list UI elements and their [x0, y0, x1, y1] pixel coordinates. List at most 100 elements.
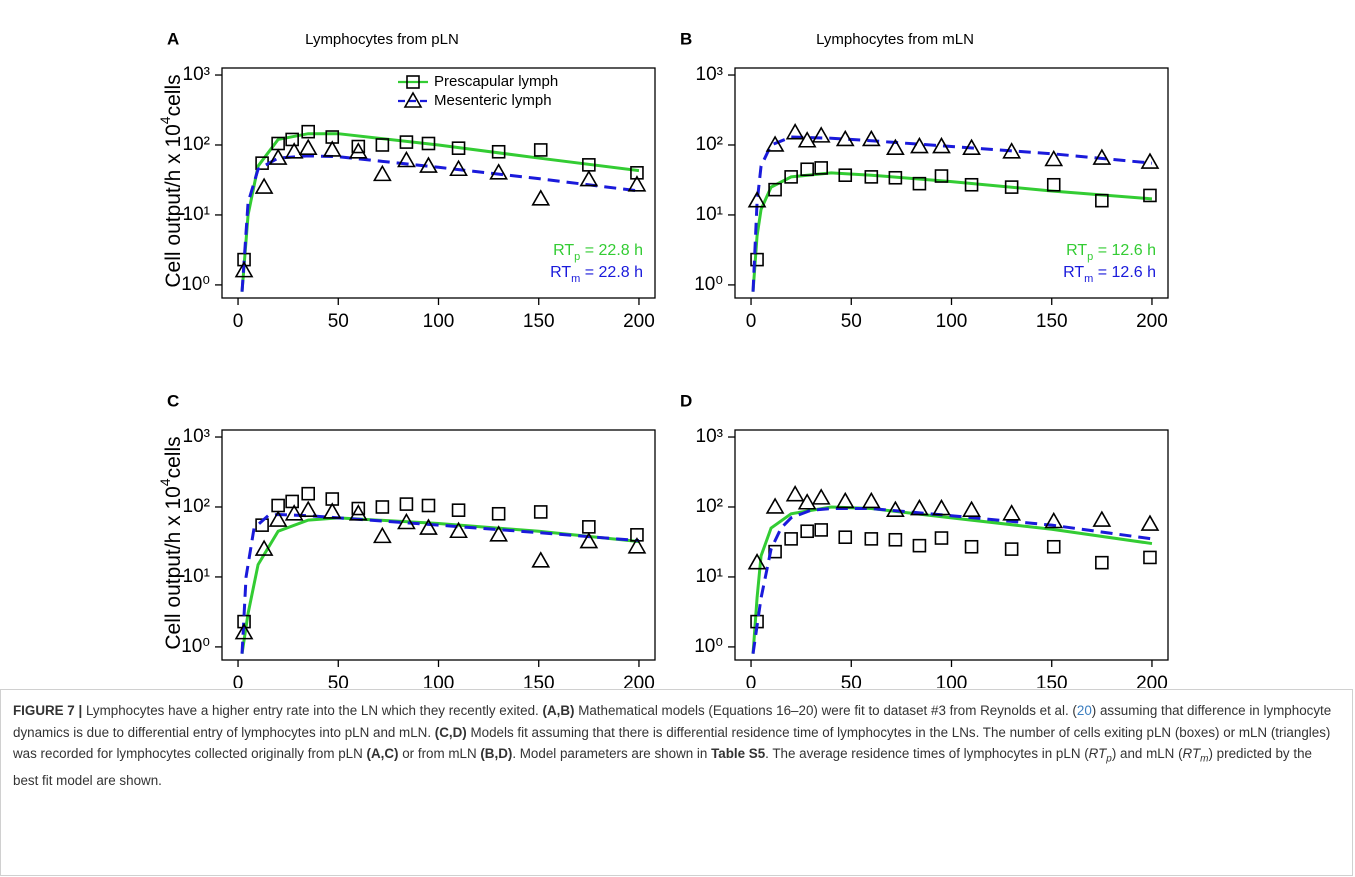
square-marker: [406, 75, 420, 89]
triangle-marker: [1044, 149, 1064, 167]
annotation-part: RT: [1066, 242, 1087, 259]
triangle-marker: [910, 498, 929, 516]
fit-line: [751, 135, 1153, 292]
triangle-marker: [797, 493, 817, 510]
square-marker: [421, 498, 436, 513]
square-marker: [1004, 180, 1019, 194]
square-marker: [814, 523, 828, 537]
caption-run: . Model parameters are shown in: [512, 746, 712, 761]
caption-run: Mathematical models (Equations 16–20) we…: [574, 703, 1077, 718]
square-marker: [285, 132, 299, 147]
triangle-marker: [747, 553, 767, 570]
square-marker: [399, 497, 414, 511]
annotation-part: = 12.6 h: [1093, 242, 1156, 259]
x-tick-label: 200: [623, 311, 655, 332]
square-marker: [838, 530, 853, 544]
x-tick-label: 100: [936, 311, 968, 332]
triangle-marker: [372, 164, 392, 182]
square-marker: [1095, 193, 1109, 208]
square-marker: [1143, 550, 1157, 565]
triangle-marker: [962, 500, 981, 517]
y-tick-label: 10³: [696, 426, 723, 447]
x-tick-label: 100: [423, 311, 455, 332]
triangle-marker: [449, 521, 468, 539]
caption-run: or from mLN: [398, 746, 481, 761]
triangle-marker: [627, 537, 647, 554]
square-marker: [451, 503, 466, 517]
y-tick-label: 10¹: [183, 566, 210, 587]
square-marker: [1143, 188, 1157, 203]
triangle-marker: [1002, 504, 1022, 521]
y-axis-label-part: cells: [162, 436, 185, 478]
square-marker: [912, 538, 927, 553]
caption-run: (A,C): [366, 746, 399, 761]
square-marker: [399, 135, 414, 149]
triangle-marker: [910, 136, 929, 154]
caption-run: ) assuming that difference in lymphocyte…: [13, 703, 1332, 740]
square-marker: [271, 498, 285, 513]
y-axis-label-part: Cell output/h x 10: [162, 124, 185, 287]
triangle-marker: [811, 126, 831, 143]
triangle-marker: [1092, 148, 1112, 165]
x-tick-label: 100: [936, 673, 968, 688]
square-marker: [838, 168, 853, 182]
triangle-marker: [885, 500, 905, 517]
panel-label: A: [167, 29, 179, 48]
triangle-marker: [1002, 142, 1022, 159]
triangle-marker: [962, 138, 981, 155]
x-tick-label: 0: [746, 311, 757, 332]
triangle-marker: [322, 502, 342, 519]
triangle-marker: [348, 504, 368, 521]
triangle-marker: [1044, 511, 1064, 529]
y-axis-label: Cell output/h x 104cells: [157, 436, 185, 649]
annotation-sub: m: [571, 273, 580, 285]
y-tick-label: 10⁰: [181, 274, 210, 295]
y-axis-label-part: 4: [157, 116, 173, 124]
triangle-marker: [284, 504, 304, 521]
annotation: RTm = 12.6 h: [1063, 264, 1156, 285]
caption-run: m: [1200, 753, 1209, 765]
triangle-marker: [531, 189, 551, 206]
fit-line: [240, 516, 640, 654]
triangle-marker: [449, 159, 468, 177]
annotation: RTm = 22.8 h: [550, 264, 643, 285]
triangle-marker: [811, 488, 831, 505]
x-tick-label: 0: [233, 673, 244, 688]
triangle-marker: [861, 129, 881, 147]
triangle-marker: [348, 142, 368, 159]
square-marker: [351, 139, 366, 154]
triangle-marker: [489, 525, 509, 542]
fit-line: [751, 507, 1153, 654]
annotation-part: = 12.6 h: [1093, 264, 1156, 281]
y-axis-label-part: cells: [162, 74, 185, 116]
square-marker: [934, 169, 949, 183]
y-tick-label: 10⁰: [694, 636, 723, 657]
triangle-marker: [1140, 152, 1160, 169]
triangle-marker: [835, 129, 855, 147]
triangle-marker: [932, 498, 951, 516]
panel: D05010015020010⁰10¹10²10³Hours after cel…: [680, 391, 1169, 688]
triangle-marker: [234, 623, 254, 640]
caption-run: RT: [1088, 746, 1107, 761]
square-marker: [800, 162, 814, 177]
square-marker: [1004, 542, 1019, 556]
y-axis-label: Cell output/h x 104cells: [157, 74, 185, 287]
triangle-marker: [298, 138, 318, 155]
caption-run: ) predicted by the best fit model are sh…: [13, 746, 1312, 789]
square-marker: [934, 531, 949, 545]
caption-run: 20: [1076, 703, 1092, 718]
fit-line: [751, 505, 1153, 654]
x-tick-label: 50: [841, 673, 862, 688]
triangle-marker: [397, 512, 416, 530]
x-tick-label: 150: [523, 673, 555, 688]
panel-label: D: [680, 391, 692, 410]
square-marker: [375, 500, 390, 514]
annotation-part: = 22.8 h: [580, 264, 643, 281]
triangle-marker: [322, 140, 342, 157]
triangle-marker: [531, 551, 551, 568]
square-marker: [421, 136, 436, 151]
panel-label: B: [680, 29, 692, 48]
square-marker: [1046, 539, 1061, 554]
